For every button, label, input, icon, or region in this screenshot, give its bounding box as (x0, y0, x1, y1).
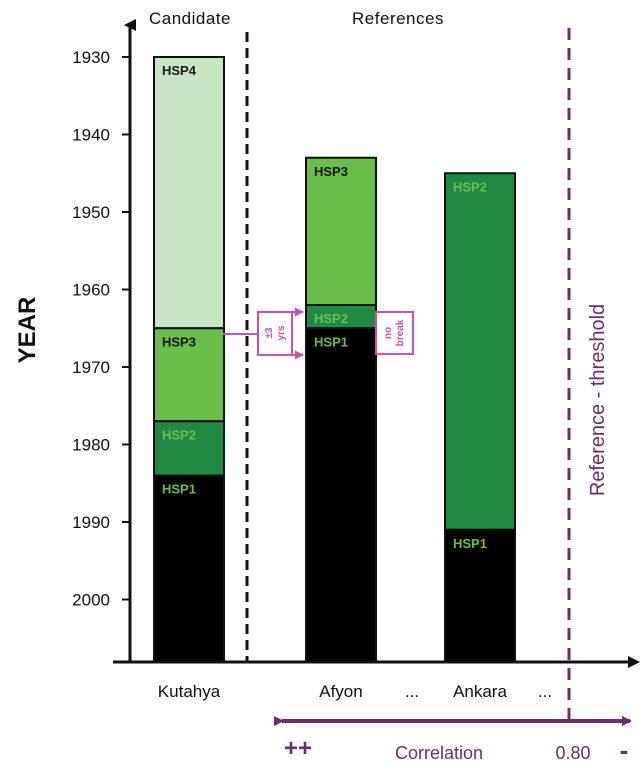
bars: HSP4 HSP3 HSP2 HSP1 HSP3 HSP2 HSP1 HSP2 HSP1 (153, 56, 516, 663)
bar-segment-ankara-hsp1 (444, 528, 516, 663)
correlation-low: - (620, 735, 629, 765)
y-tick-label: 2000 (72, 591, 110, 610)
bar-segment-afyon-hsp1 (305, 327, 377, 663)
site-ellipsis-2: ... (538, 682, 552, 701)
segment-label-kutahya-hsp2: HSP2 (162, 427, 196, 442)
tolerance-box (257, 311, 293, 356)
y-tick-label: 1960 (72, 281, 110, 300)
segment-label-afyon-hsp1: HSP1 (314, 334, 348, 349)
correlation-threshold-value: 0.80 (555, 743, 590, 763)
site-label-afyon: Afyon (319, 682, 362, 701)
y-tick-label: 1990 (72, 513, 110, 532)
segment-label-ankara-hsp1: HSP1 (453, 536, 487, 551)
candidate-header: Candidate (149, 9, 231, 28)
correlation-label: Correlation (395, 743, 483, 763)
site-ellipsis-1: ... (405, 682, 419, 701)
site-label-kutahya: Kutahya (158, 682, 221, 701)
y-tick-label: 1970 (72, 358, 110, 377)
y-tick-label: 1940 (72, 126, 110, 145)
segment-label-kutahya-hsp1: HSP1 (162, 482, 196, 497)
tolerance-value: ±3 (264, 327, 275, 338)
segment-label-afyon-hsp3: HSP3 (314, 164, 348, 179)
y-axis-label: YEAR (14, 297, 41, 364)
bar-segment-kutahya-hsp4 (153, 56, 225, 330)
y-tick-label: 1980 (72, 436, 110, 455)
y-tick-label: 1930 (72, 48, 110, 67)
y-tick-label: 1950 (72, 203, 110, 222)
correlation-high: ++ (284, 735, 312, 762)
no-break-word-2: break (395, 319, 406, 346)
references-header: References (352, 9, 444, 28)
site-label-ankara: Ankara (453, 682, 507, 701)
tolerance-unit: yrs (276, 325, 287, 340)
bar-segment-afyon-hsp3 (305, 156, 377, 306)
bar-segment-kutahya-hsp1 (153, 474, 225, 663)
segment-label-afyon-hsp2: HSP2 (314, 311, 348, 326)
threshold-label: Reference - threshold (587, 304, 609, 496)
segment-label-ankara-hsp2: HSP2 (453, 179, 487, 194)
no-break-box (375, 311, 414, 355)
x-axis-arrowhead (628, 656, 640, 668)
bar-segment-ankara-hsp2 (444, 172, 516, 531)
bar-segment-kutahya-hsp3 (153, 327, 225, 423)
segment-label-kutahya-hsp3: HSP3 (162, 334, 196, 349)
no-break-word-1: no (383, 327, 394, 339)
segment-label-kutahya-hsp4: HSP4 (162, 63, 197, 78)
y-axis-ticks: 1930 1940 1950 1960 1970 1980 1990 2000 (72, 48, 130, 610)
